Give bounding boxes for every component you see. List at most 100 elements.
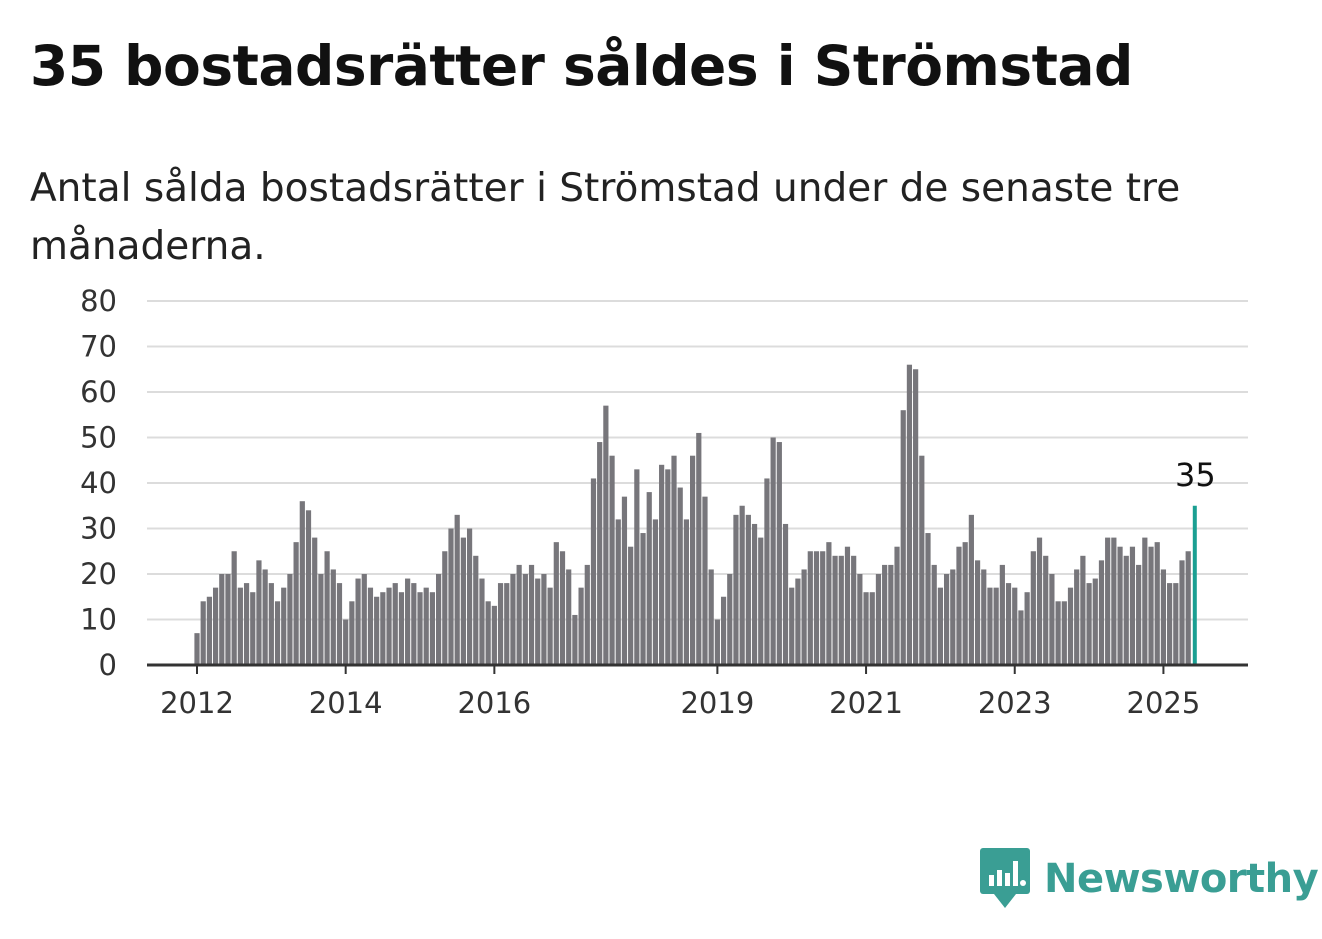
bar [392, 583, 398, 665]
bar [305, 510, 312, 665]
bar [1117, 546, 1123, 665]
bar [857, 574, 863, 665]
bar [764, 478, 770, 665]
bar [937, 587, 943, 665]
bar [1030, 551, 1036, 665]
bar [925, 533, 931, 665]
bar [547, 587, 553, 665]
bar [361, 574, 367, 665]
bar [454, 514, 460, 665]
bar [634, 469, 640, 665]
bar [714, 619, 720, 665]
bar [312, 537, 318, 665]
bar [888, 564, 894, 665]
bar [436, 574, 442, 665]
bar [776, 442, 782, 665]
bar [324, 551, 330, 665]
y-tick-label: 60 [80, 375, 117, 409]
bar [801, 569, 807, 665]
bar [1136, 564, 1142, 665]
bar [318, 574, 324, 665]
bar [243, 583, 250, 665]
bar [559, 551, 566, 665]
bar [844, 546, 851, 665]
bar [751, 523, 758, 665]
bar [590, 478, 597, 665]
bar [683, 519, 690, 665]
bar [1179, 560, 1185, 665]
bar [1074, 569, 1080, 665]
bar [999, 564, 1005, 665]
chart-title: 35 bostadsrätter såldes i Strömstad [30, 34, 1133, 98]
bar [1129, 546, 1136, 665]
bar [628, 546, 634, 665]
x-tick-label: 2016 [457, 686, 531, 720]
bar [758, 537, 764, 665]
bar [479, 578, 485, 665]
bar [869, 592, 875, 665]
bar [367, 587, 374, 665]
bar [826, 542, 832, 665]
bar [770, 437, 776, 665]
bar [671, 455, 677, 665]
bar [343, 619, 349, 665]
bar [652, 519, 659, 665]
bar [535, 578, 541, 665]
bar [720, 596, 727, 665]
bar-highlight [1192, 505, 1197, 665]
bar [919, 455, 925, 665]
bar [398, 592, 405, 665]
y-tick-label: 0 [99, 648, 117, 682]
bar [466, 528, 473, 665]
bar [677, 487, 683, 665]
bar [194, 633, 200, 665]
bar [1018, 610, 1024, 665]
bar [460, 537, 466, 665]
bar [1092, 578, 1098, 665]
bar [1067, 587, 1074, 665]
y-tick-label: 20 [80, 557, 117, 591]
bar [708, 569, 714, 665]
y-tick-label: 30 [80, 512, 117, 546]
bar [745, 514, 751, 665]
bar [1055, 601, 1061, 665]
x-tick-label: 2021 [829, 686, 903, 720]
bar [795, 578, 801, 665]
bar [522, 574, 528, 665]
bar [336, 583, 343, 665]
bar [1173, 583, 1179, 665]
bar [956, 546, 962, 665]
bar [274, 601, 281, 665]
x-tick-label: 2014 [309, 686, 383, 720]
bar [640, 533, 646, 665]
bar [293, 542, 299, 665]
bar [405, 578, 411, 665]
bar [491, 605, 497, 665]
bar [374, 596, 380, 665]
bar [603, 405, 609, 665]
bar [219, 574, 225, 665]
bar [1167, 583, 1173, 665]
bar [553, 542, 559, 665]
bar [572, 614, 578, 665]
bar [380, 592, 386, 665]
brand-name: Newsworthy [1044, 856, 1319, 902]
bar [473, 555, 479, 665]
bar [1185, 551, 1191, 665]
bar [863, 592, 869, 665]
y-tick-label: 50 [80, 421, 117, 455]
bar [256, 560, 262, 665]
bar [665, 469, 671, 665]
bar [349, 601, 355, 665]
bar [566, 569, 572, 665]
bar [485, 601, 491, 665]
bar [417, 592, 423, 665]
bar [733, 514, 739, 665]
bar [993, 587, 999, 665]
bar [1142, 537, 1148, 665]
bar [442, 551, 448, 665]
x-axis: 2012 2014 2016 2019 2021 2023 2025 [147, 663, 1248, 720]
x-tick-label: 2012 [160, 686, 234, 720]
bar [659, 464, 665, 665]
